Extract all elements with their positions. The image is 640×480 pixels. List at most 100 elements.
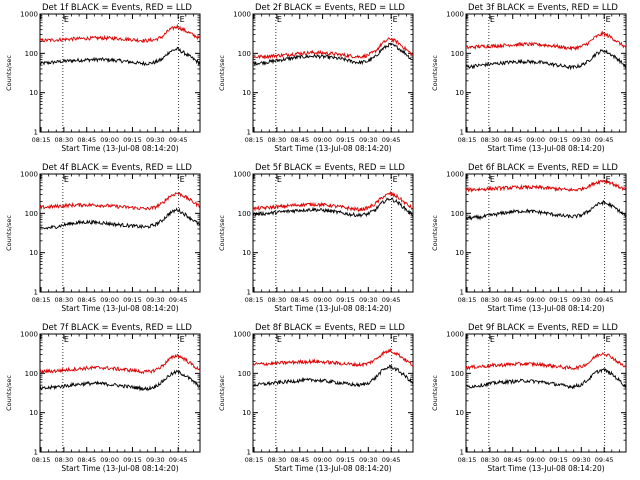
x-tick-label: 08:30	[55, 456, 74, 464]
y-tick-label: 100	[451, 50, 464, 58]
y-tick-label: 1	[460, 129, 464, 137]
x-tick-label: 08:45	[290, 296, 309, 304]
y-tick-label: 1	[34, 289, 38, 297]
y-tick-label: 100	[25, 370, 38, 378]
y-axis-label: Counts/sec	[431, 375, 439, 411]
panel-title: Det 7f BLACK = Events, RED = LLD	[42, 323, 192, 333]
x-axis-label: Start Time (13-Jul-08 08:14:20)	[274, 304, 391, 313]
event-marker-label: E	[490, 335, 495, 344]
y-tick-label: 1000	[233, 11, 251, 19]
x-tick-label: 09:15	[336, 456, 355, 464]
plot-frame	[465, 13, 627, 133]
x-axis-label: Start Time (13-Jul-08 08:14:20)	[274, 144, 391, 153]
y-axis-label: Counts/sec	[5, 375, 13, 411]
event-marker-label: E	[393, 335, 398, 344]
x-tick-label: 08:30	[481, 136, 500, 144]
x-tick-label: 09:30	[146, 136, 165, 144]
x-axis-label: Start Time (13-Jul-08 08:14:20)	[274, 464, 391, 473]
x-axis-label: Start Time (13-Jul-08 08:14:20)	[487, 144, 604, 153]
event-marker-label: E	[606, 175, 611, 184]
detector-panel-8: Det 8f BLACK = Events, RED = LLD Counts/s…	[218, 323, 414, 473]
lld-trace	[465, 178, 627, 193]
x-tick-label: 09:45	[382, 136, 401, 144]
panel-title: Det 6f BLACK = Events, RED = LLD	[468, 163, 618, 173]
x-tick-label: 09:30	[359, 136, 378, 144]
events-trace	[252, 197, 414, 219]
x-tick-label: 09:30	[572, 296, 591, 304]
x-tick-label: 09:45	[382, 456, 401, 464]
detector-panel-2: Det 2f BLACK = Events, RED = LLD Counts/s…	[218, 3, 414, 153]
x-tick-label: 09:30	[359, 456, 378, 464]
y-tick-label: 10	[242, 409, 251, 417]
plot-frame	[39, 333, 201, 453]
y-tick-label: 10	[455, 89, 464, 97]
plot-frame	[252, 333, 414, 453]
x-tick-label: 09:00	[100, 456, 119, 464]
x-axis-label: Start Time (13-Jul-08 08:14:20)	[61, 144, 178, 153]
x-tick-label: 09:45	[169, 296, 188, 304]
x-tick-label: 09:00	[313, 296, 332, 304]
x-tick-label: 08:30	[268, 136, 287, 144]
x-tick-label: 09:45	[595, 136, 614, 144]
y-tick-label: 10	[29, 89, 38, 97]
x-tick-label: 09:30	[572, 456, 591, 464]
event-marker-label: E	[277, 175, 282, 184]
y-tick-label: 1	[247, 449, 251, 457]
x-tick-label: 08:45	[77, 296, 96, 304]
plot-frame	[465, 173, 627, 293]
x-tick-label: 09:00	[313, 136, 332, 144]
y-tick-label: 1	[247, 129, 251, 137]
event-marker-label: E	[64, 335, 69, 344]
x-tick-label: 08:30	[55, 296, 74, 304]
x-tick-label: 08:30	[481, 456, 500, 464]
detector-panel-7: Det 7f BLACK = Events, RED = LLD Counts/s…	[5, 323, 201, 473]
event-marker-label: E	[490, 175, 495, 184]
y-tick-label: 1	[460, 449, 464, 457]
detector-panel-1: Det 1f BLACK = Events, RED = LLD Counts/s…	[5, 3, 201, 153]
x-tick-label: 08:45	[503, 136, 522, 144]
y-tick-label: 100	[25, 210, 38, 218]
x-tick-label: 09:30	[572, 136, 591, 144]
event-marker-label: E	[277, 335, 282, 344]
detector-panel-9: Det 9f BLACK = Events, RED = LLD Counts/s…	[431, 323, 627, 473]
y-axis-label: Counts/sec	[431, 55, 439, 91]
event-marker-label: E	[490, 15, 495, 24]
x-tick-label: 08:15	[458, 136, 477, 144]
x-tick-label: 09:00	[313, 456, 332, 464]
x-tick-label: 08:15	[245, 296, 264, 304]
plot-frame	[465, 333, 627, 453]
x-tick-label: 08:45	[290, 456, 309, 464]
y-tick-label: 10	[242, 89, 251, 97]
panel-title: Det 8f BLACK = Events, RED = LLD	[255, 323, 405, 333]
event-marker-label: E	[180, 15, 185, 24]
y-tick-label: 10	[242, 249, 251, 257]
lld-trace	[252, 347, 414, 368]
x-tick-label: 09:00	[100, 296, 119, 304]
events-trace	[465, 367, 627, 390]
events-trace	[39, 207, 201, 230]
x-tick-label: 09:15	[336, 136, 355, 144]
x-tick-label: 08:45	[503, 456, 522, 464]
x-axis-label: Start Time (13-Jul-08 08:14:20)	[487, 304, 604, 313]
y-tick-label: 10	[455, 409, 464, 417]
x-tick-label: 08:30	[268, 456, 287, 464]
x-tick-label: 08:15	[32, 136, 51, 144]
event-marker-label: E	[606, 15, 611, 24]
x-tick-label: 09:00	[526, 456, 545, 464]
x-tick-label: 09:00	[526, 136, 545, 144]
lld-trace	[465, 352, 627, 371]
y-tick-label: 1	[247, 289, 251, 297]
x-tick-label: 09:15	[123, 296, 142, 304]
x-tick-label: 09:45	[169, 456, 188, 464]
lld-trace	[39, 191, 201, 211]
y-tick-label: 1	[34, 129, 38, 137]
x-tick-label: 09:15	[336, 296, 355, 304]
y-tick-label: 1000	[233, 331, 251, 339]
x-tick-label: 08:45	[503, 296, 522, 304]
y-tick-label: 100	[238, 50, 251, 58]
x-tick-label: 09:45	[595, 456, 614, 464]
lld-trace	[252, 37, 414, 60]
x-tick-label: 09:45	[595, 296, 614, 304]
x-tick-label: 08:15	[245, 456, 264, 464]
